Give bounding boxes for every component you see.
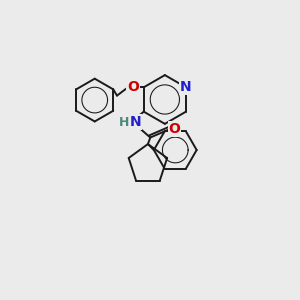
Text: N: N bbox=[130, 115, 141, 129]
Text: O: O bbox=[169, 122, 181, 136]
Text: H: H bbox=[118, 116, 129, 129]
Text: O: O bbox=[128, 80, 139, 94]
Text: N: N bbox=[180, 80, 192, 94]
